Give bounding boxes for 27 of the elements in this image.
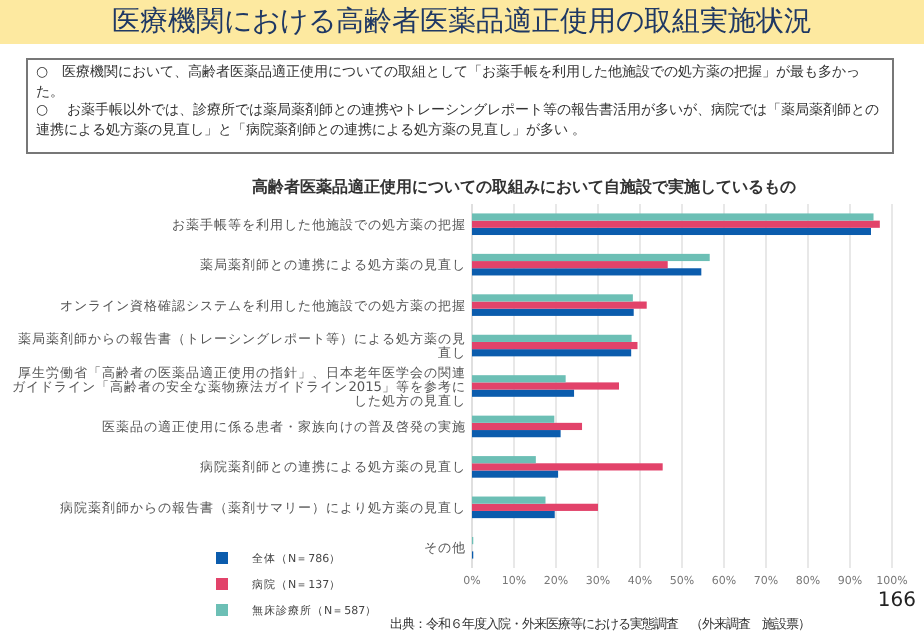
bar bbox=[472, 456, 536, 464]
bar bbox=[472, 503, 598, 511]
bar bbox=[472, 227, 871, 236]
bar bbox=[472, 334, 632, 342]
bar bbox=[472, 382, 619, 390]
bar bbox=[472, 349, 632, 357]
bar bbox=[472, 308, 634, 316]
bar bbox=[472, 510, 555, 519]
bar bbox=[472, 213, 874, 221]
bar bbox=[472, 220, 880, 228]
bar bbox=[472, 430, 561, 438]
bar bbox=[472, 375, 566, 383]
bar bbox=[472, 389, 575, 397]
bar bbox=[472, 261, 668, 269]
bar bbox=[472, 253, 710, 262]
bar bbox=[472, 422, 583, 431]
chart-title: 医療機関における高齢者医薬品適正使用の取組実施状況 bbox=[0, 0, 924, 44]
bar bbox=[472, 341, 638, 350]
bar bbox=[472, 463, 663, 471]
text: 166 bbox=[877, 590, 916, 612]
bar bbox=[472, 470, 559, 478]
bar bbox=[472, 496, 546, 504]
bar bbox=[472, 294, 633, 302]
bar bbox=[472, 301, 647, 309]
chart-subtitle: 高齢者医薬品適正使用についての取組みにおいて自施設で実施しているもの bbox=[252, 176, 796, 196]
bar bbox=[472, 415, 555, 423]
bar bbox=[472, 268, 702, 276]
